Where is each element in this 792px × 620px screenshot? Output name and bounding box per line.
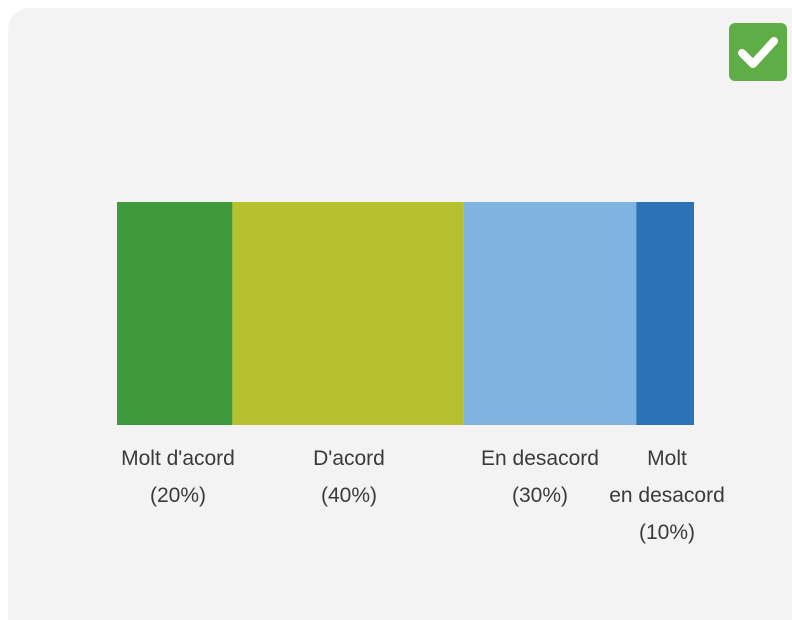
segment-label-line: (40%) <box>321 484 377 507</box>
segment-label-2: D'acord (40%) <box>313 447 385 507</box>
checkmark-badge <box>729 23 787 81</box>
segment-label-line: Molt d'acord <box>121 447 235 470</box>
segment-label-line: (20%) <box>150 484 206 507</box>
segment-label-4: Molt en desacord (10%) <box>609 447 725 544</box>
segment-label-line: (10%) <box>639 521 695 544</box>
checkmark-icon <box>738 37 778 68</box>
bar-segment-2 <box>232 202 464 425</box>
bar-segment-3 <box>463 202 637 425</box>
segment-label-line: (30%) <box>512 484 568 507</box>
bar-segment-1 <box>117 202 233 425</box>
segment-label-line: D'acord <box>313 447 385 470</box>
segment-label-line: en desacord <box>609 484 725 507</box>
segment-label-line: En desacord <box>481 447 599 470</box>
segment-label-1: Molt d'acord (20%) <box>121 447 235 507</box>
bar-segment-4 <box>636 202 694 425</box>
segment-label-3: En desacord (30%) <box>481 447 599 507</box>
segment-label-line: Molt <box>647 447 687 470</box>
